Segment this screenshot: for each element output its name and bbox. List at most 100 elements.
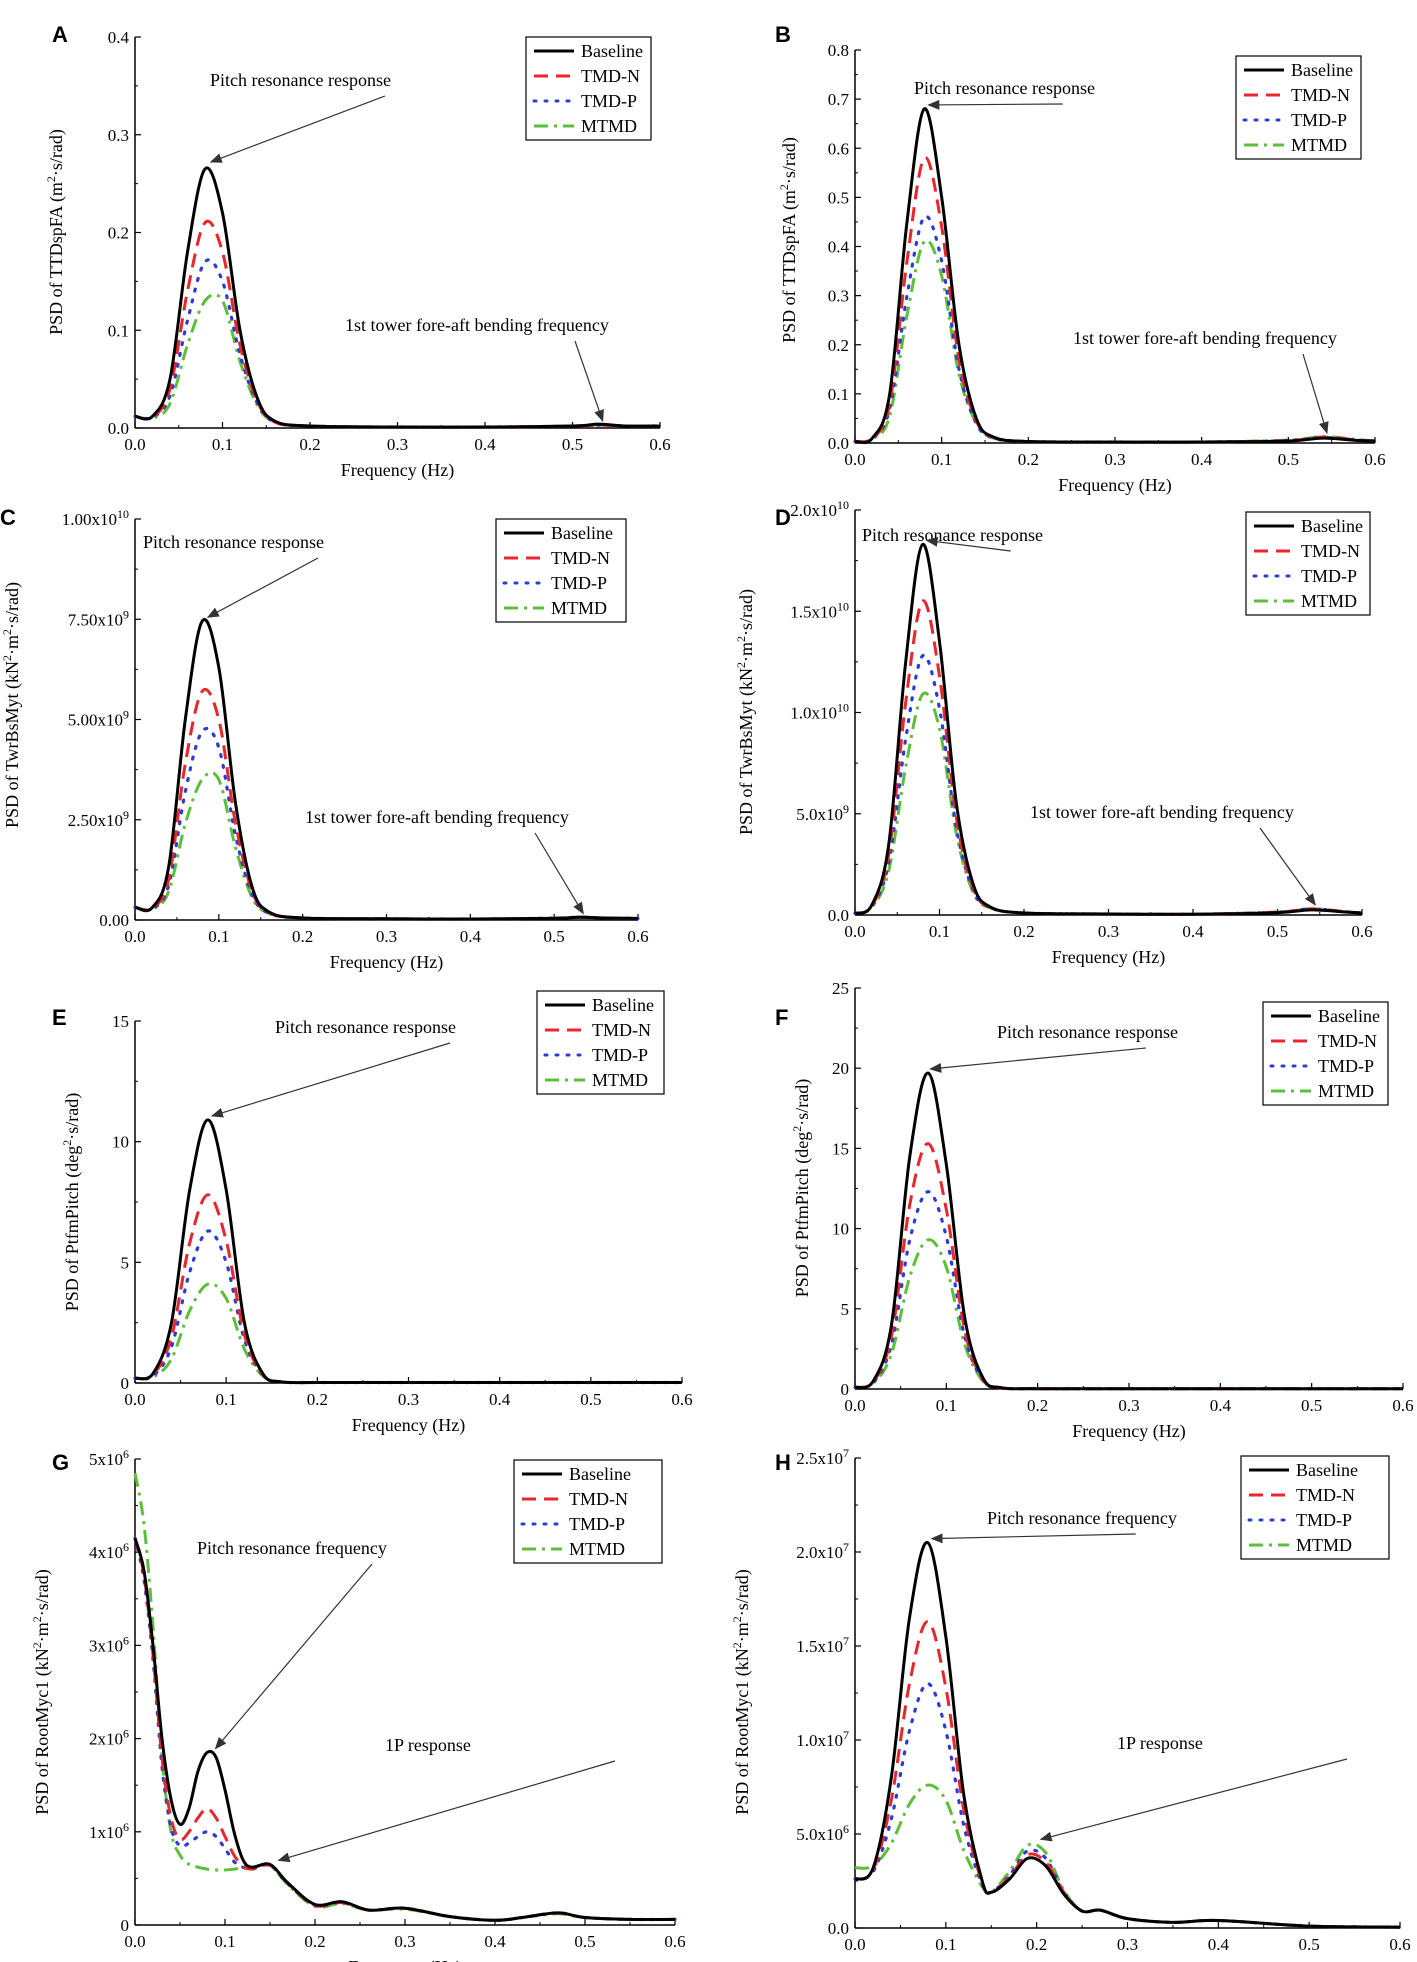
y-tick-label: 0.3	[108, 126, 129, 145]
y-tick-label: 1x106​	[89, 1820, 129, 1842]
legend-label: TMD-N	[1301, 541, 1360, 561]
y-tick-label: 0.0	[828, 906, 849, 925]
x-axis-label: Frequency (Hz)	[1071, 1960, 1184, 1962]
series-line-tmd-p	[133, 726, 640, 921]
y-tick-label: 1.0x107​	[796, 1728, 849, 1750]
legend-label: Baseline	[1318, 1006, 1380, 1026]
y-axis-label: PSD of RootMyc1 (kN2​·m2​·s/rad)	[730, 1569, 753, 1815]
y-tick-label: 0.00	[99, 911, 129, 930]
y-tick-label: 0.4	[828, 238, 850, 257]
annotation-arrow	[927, 99, 1063, 110]
panel-label: D	[775, 505, 791, 530]
legend-box	[1240, 1455, 1390, 1560]
y-tick-label: 0.0	[108, 419, 129, 438]
x-tick-label: 0.2	[304, 1932, 325, 1951]
legend-box	[1262, 1001, 1389, 1106]
annotation-arrow	[534, 832, 584, 915]
panel-label: B	[775, 22, 791, 47]
x-tick-label: 0.2	[307, 1390, 328, 1409]
y-tick-label: 5.00x109​	[68, 708, 129, 730]
annotation-text: 1st tower fore-aft bending frequency	[345, 315, 609, 335]
x-tick-label: 0.6	[1351, 922, 1372, 941]
annotation-arrow	[1259, 827, 1316, 906]
legend: Baseline TMD-N TMD-P MTMD	[1240, 1455, 1390, 1560]
x-tick-label: 0.3	[1098, 922, 1119, 941]
legend-label: TMD-P	[1301, 566, 1357, 586]
legend-label: Baseline	[1296, 1460, 1358, 1480]
legend-label: TMD-P	[1296, 1510, 1352, 1530]
series-line-mtmd	[854, 691, 1363, 916]
x-tick-label: 0.6	[664, 1932, 685, 1951]
x-tick-label: 0.3	[1118, 1396, 1139, 1415]
annotation-text: Pitch resonance response	[914, 78, 1095, 98]
series-line-mtmd	[134, 1282, 682, 1385]
series-line-tmd-n	[854, 156, 1376, 444]
annotation-arrow	[574, 340, 604, 423]
annotation-text: 1st tower fore-aft bending frequency	[305, 807, 569, 827]
y-axis-label: PSD of PtfmPitch (deg2​·s/rad)	[60, 1093, 83, 1312]
legend: Baseline TMD-N TMD-P MTMD	[1235, 55, 1362, 160]
x-tick-label: 0.4	[474, 435, 496, 454]
panel-label: H	[775, 1450, 791, 1475]
annotation-arrow	[206, 557, 319, 618]
y-tick-label: 7.50x109​	[68, 607, 129, 629]
x-axis-label: Frequency (Hz)	[330, 952, 443, 973]
panel-label: C	[0, 505, 16, 530]
x-tick-label: 0.1	[208, 927, 229, 946]
legend-box	[513, 1459, 663, 1564]
x-tick-label: 0.3	[387, 435, 408, 454]
y-tick-label: 0.2	[108, 224, 129, 243]
legend-label: TMD-P	[1291, 110, 1347, 130]
y-tick-label: 3x106​	[89, 1633, 129, 1655]
x-tick-label: 0.5	[1299, 1935, 1320, 1954]
series-line-tmd-p	[133, 1229, 684, 1385]
x-tick-label: 0.0	[844, 1935, 865, 1954]
series-line-tmd-n	[133, 1537, 676, 1922]
legend-box	[525, 36, 652, 141]
series-line-tmd-p	[853, 1681, 1402, 1929]
panel-g: G 0.0 0.1 0.2 0.3 0.4 0.5 0.6 0 1x106​ 2x106​ 3x106…	[30, 1447, 686, 1962]
y-tick-label: 15	[832, 1139, 849, 1158]
x-tick-label: 0.5	[1301, 1396, 1322, 1415]
series-line-tmd-n	[134, 688, 639, 921]
annotation-text: Pitch resonance response	[862, 525, 1043, 545]
x-axis-label: Frequency (Hz)	[352, 1415, 465, 1436]
legend-label: Baseline	[551, 523, 613, 543]
annotation-arrow	[214, 1563, 373, 1750]
y-tick-label: 0	[121, 1916, 130, 1935]
y-tick-label: 20	[832, 1059, 849, 1078]
legend: Baseline TMD-N TMD-P MTMD	[525, 36, 652, 141]
annotation-text: Pitch resonance response	[997, 1022, 1178, 1042]
y-tick-label: 0.5	[828, 188, 849, 207]
series-line-baseline	[134, 1118, 682, 1385]
y-axis-label: PSD of TwrBsMyt (kN2​·m2​·s/rad)	[734, 589, 757, 835]
legend-box	[495, 518, 627, 623]
legend-label: TMD-P	[581, 91, 637, 111]
legend-label: MTMD	[1301, 591, 1357, 611]
legend-label: TMD-P	[569, 1514, 625, 1534]
x-tick-label: 0.6	[649, 435, 670, 454]
legend-label: TMD-N	[1296, 1485, 1355, 1505]
series-line-tmd-n	[854, 599, 1363, 916]
y-tick-label: 1.5x1010​	[790, 599, 849, 621]
series-line-baseline	[854, 1541, 1401, 1929]
y-tick-label: 0.0	[828, 1919, 849, 1938]
y-tick-label: 1.0x1010​	[790, 701, 849, 723]
y-tick-label: 5.0x109​	[796, 802, 849, 824]
y-tick-label: 0	[121, 1374, 130, 1393]
series-line-tmd-p	[133, 258, 662, 429]
x-tick-label: 0.2	[1027, 1396, 1048, 1415]
panel-f: F 0.0 0.1 0.2 0.3 0.4 0.5 0.6 0 5 10 15 20 25 Frequenc…	[775, 979, 1414, 1442]
x-tick-label: 0.6	[1392, 1396, 1413, 1415]
y-tick-label: 0.2	[828, 336, 849, 355]
panel-label: E	[52, 1005, 67, 1030]
series-line-baseline	[854, 1071, 1403, 1391]
x-tick-label: 0.0	[844, 450, 865, 469]
legend-label: MTMD	[581, 116, 637, 136]
annotation-text: Pitch resonance frequency	[987, 1508, 1177, 1528]
legend: Baseline TMD-N TMD-P MTMD	[513, 1459, 663, 1564]
x-tick-label: 0.5	[544, 927, 565, 946]
y-tick-label: 2x106​	[89, 1727, 129, 1749]
x-tick-label: 0.3	[1104, 450, 1125, 469]
annotation-arrow	[1039, 1758, 1348, 1842]
